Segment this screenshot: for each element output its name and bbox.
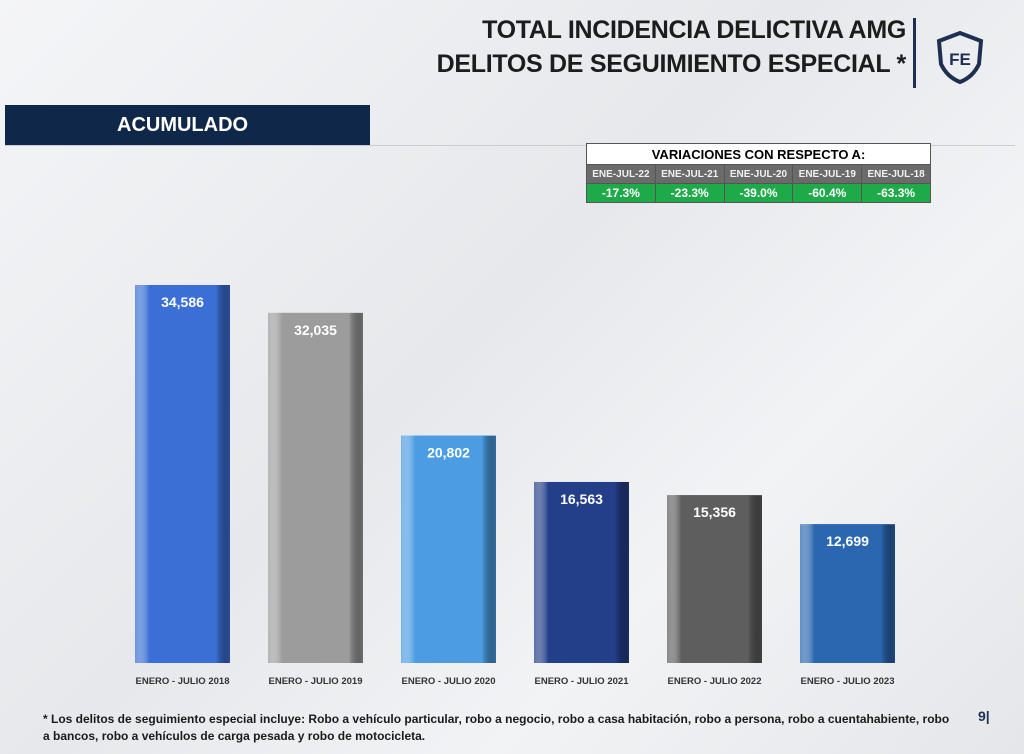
- fe-shield-logo: FE: [936, 30, 984, 84]
- bar-shade: [135, 285, 230, 663]
- bar-value-label: 20,802: [427, 445, 470, 461]
- title-divider: [913, 18, 916, 88]
- bar-value-label: 12,699: [826, 533, 869, 549]
- variations-table: VARIACIONES CON RESPECTO A: ENE-JUL-22 E…: [586, 143, 931, 203]
- variation-value: -60.4%: [792, 183, 863, 203]
- category-label: ENERO - JULIO 2021: [535, 676, 630, 687]
- title-line-1: TOTAL INCIDENCIA DELICTIVA AMG: [482, 16, 906, 44]
- page-number: 9|: [978, 708, 990, 724]
- variation-value: -23.3%: [654, 183, 725, 203]
- category-label: ENERO - JULIO 2018: [136, 676, 230, 687]
- footnote: * Los delitos de seguimiento especial in…: [43, 712, 950, 743]
- bar-shade: [534, 481, 629, 663]
- title-line-2: DELITOS DE SEGUIMIENTO ESPECIAL *: [436, 50, 907, 78]
- svg-text:FE: FE: [949, 50, 971, 69]
- bar-value-label: 32,035: [294, 322, 337, 338]
- bar-value-label: 16,563: [560, 491, 603, 507]
- variation-value: -17.3%: [586, 183, 656, 203]
- category-label: ENERO - JULIO 2020: [402, 676, 496, 687]
- category-label: ENERO - JULIO 2023: [801, 676, 895, 687]
- section-label: ACUMULADO: [5, 105, 370, 145]
- bar-shade: [800, 524, 895, 663]
- period-header: ENE-JUL-21: [654, 164, 725, 184]
- period-header: ENE-JUL-20: [723, 164, 794, 184]
- period-header: ENE-JUL-18: [861, 164, 931, 184]
- divider: [5, 145, 1015, 146]
- variation-value: -63.3%: [861, 183, 931, 203]
- category-label: ENERO - JULIO 2022: [668, 676, 762, 687]
- bar-shade: [667, 495, 762, 663]
- category-label: ENERO - JULIO 2019: [269, 676, 363, 687]
- bar-shade: [268, 312, 363, 663]
- bar-value-label: 15,356: [693, 504, 736, 520]
- bar-value-label: 34,586: [161, 294, 204, 310]
- bar-shade: [401, 435, 496, 663]
